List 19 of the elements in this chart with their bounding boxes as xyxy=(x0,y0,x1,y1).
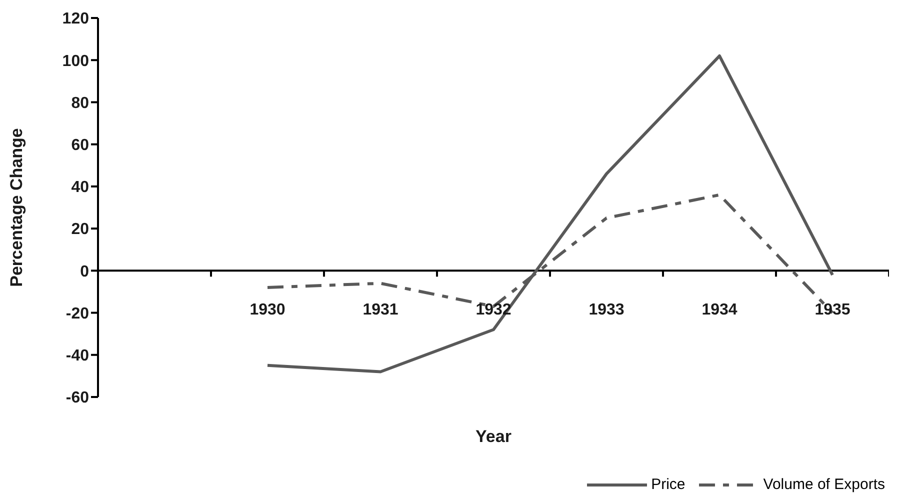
x-axis-title: Year xyxy=(476,427,512,446)
y-axis-title: Percentage Change xyxy=(7,128,26,287)
y-tick-label: -60 xyxy=(66,390,90,407)
legend-label: Volume of Exports xyxy=(763,476,885,493)
x-tick-label: 1934 xyxy=(702,302,738,319)
y-tick-label: 120 xyxy=(62,10,90,28)
x-tick-label: 1933 xyxy=(588,302,624,319)
legend-label: Price xyxy=(651,476,686,493)
y-tick-label: 0 xyxy=(80,263,90,280)
x-tick-label: 1935 xyxy=(814,302,850,319)
y-tick-label: -20 xyxy=(66,305,90,322)
x-tick-label: 1930 xyxy=(250,302,286,319)
y-tick-label: 100 xyxy=(62,52,90,70)
y-tick-label: 80 xyxy=(71,94,90,112)
y-tick-label: 20 xyxy=(71,221,90,238)
y-tick-label: 60 xyxy=(71,137,90,154)
y-tick-label: -40 xyxy=(66,348,90,365)
y-tick-label: 40 xyxy=(71,179,90,196)
x-tick-label: 1931 xyxy=(362,302,398,319)
